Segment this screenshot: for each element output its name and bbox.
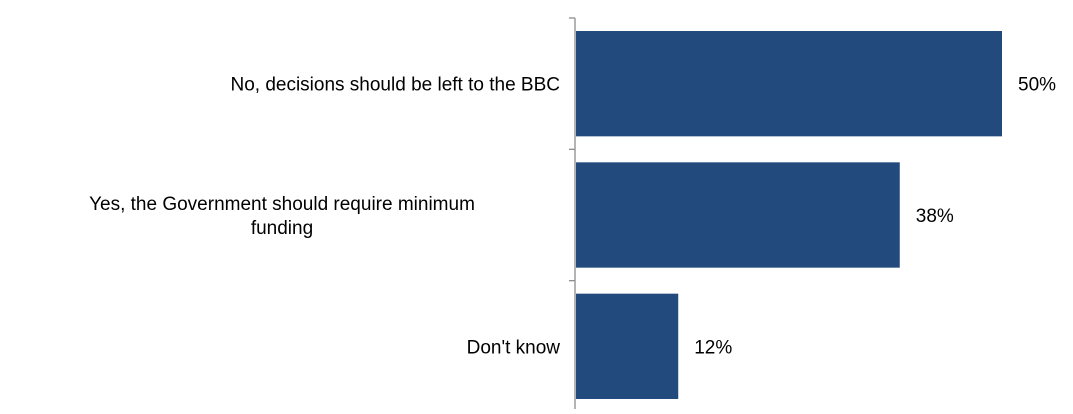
category-label: Don't know — [467, 337, 561, 358]
value-labels: 50% 38% 12% — [694, 75, 1056, 359]
bar — [576, 293, 679, 399]
bar — [576, 31, 1002, 137]
data-label: 50% — [1018, 75, 1056, 96]
category-label-line: Yes, the Government should require minim… — [89, 194, 475, 215]
data-label: 38% — [916, 206, 954, 227]
category-label: No, decisions should be left to the BBC — [230, 75, 560, 96]
bars-group — [576, 31, 1002, 399]
bar — [576, 162, 900, 268]
y-axis-ticks — [569, 17, 575, 282]
category-label-line: funding — [251, 218, 313, 239]
category-labels: No, decisions should be left to the BBC Y… — [89, 75, 560, 359]
data-label: 12% — [694, 337, 732, 358]
category-label: Yes, the Government should require minim… — [89, 194, 475, 239]
